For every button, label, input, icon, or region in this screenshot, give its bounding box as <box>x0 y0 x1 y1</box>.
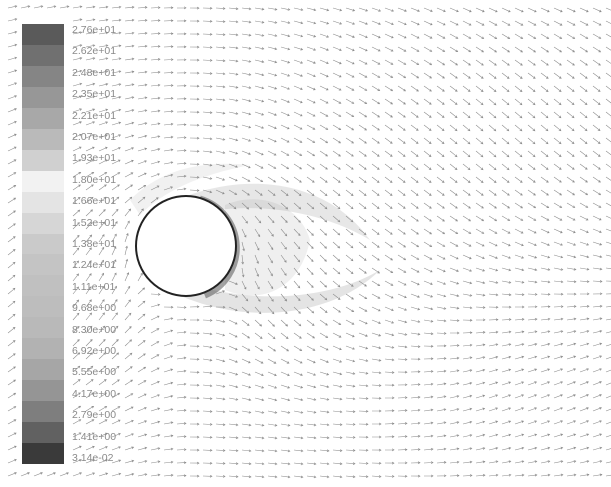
color-swatch-13 <box>22 296 64 318</box>
color-swatch-12 <box>22 275 64 297</box>
color-swatch-6 <box>22 149 64 171</box>
wake-region-1 <box>150 270 380 313</box>
scale-label-6: 1.93e+01 <box>72 152 117 165</box>
scale-label-4: 2.21e+01 <box>72 109 117 122</box>
wake-region-2 <box>225 199 310 296</box>
color-swatch-16 <box>22 359 64 381</box>
scale-label-19: 1.41e+00 <box>72 430 117 443</box>
color-swatch-17 <box>22 380 64 402</box>
color-swatch-15 <box>22 338 64 360</box>
scale-label-2: 2.48e+01 <box>72 66 117 79</box>
color-swatch-3 <box>22 86 64 108</box>
scale-label-13: 9.68e+00 <box>72 302 117 315</box>
color-swatch-0 <box>22 24 64 45</box>
cylinder-obstacle <box>135 195 237 297</box>
color-swatch-20 <box>22 443 64 465</box>
scale-label-1: 2.62e+01 <box>72 45 117 58</box>
scale-label-0: 2.76e+01 <box>72 24 117 36</box>
color-scale-bar <box>22 24 64 465</box>
scale-label-18: 2.79e+00 <box>72 409 117 422</box>
color-scale-labels: 2.76e+01 2.62e+01 2.48e+01 2.35e+01 2.21e+01… <box>72 24 162 464</box>
scale-label-12: 1.11e+01 <box>72 280 116 293</box>
scale-label-20: 3.14e-02 <box>72 452 114 464</box>
color-swatch-19 <box>22 422 64 444</box>
wake-region-3 <box>130 163 250 215</box>
color-swatch-11 <box>22 254 64 276</box>
color-swatch-10 <box>22 233 64 255</box>
color-swatch-14 <box>22 317 64 339</box>
velocity-arrows <box>7 5 611 479</box>
color-swatch-18 <box>22 401 64 423</box>
scale-label-8: 1.66e+01 <box>72 195 117 208</box>
scale-label-5: 2.07e+01 <box>72 131 117 143</box>
scale-label-17: 4.17e+00 <box>72 387 117 400</box>
scale-label-15: 6.92e+00 <box>72 345 117 357</box>
scale-label-3: 2.35e+01 <box>72 88 117 101</box>
scale-label-9: 1.52e+01 <box>72 216 117 229</box>
color-swatch-7 <box>22 170 64 192</box>
color-swatch-9 <box>22 212 64 234</box>
color-swatch-8 <box>22 191 64 213</box>
scale-label-10: 1.38e+01 <box>72 238 117 250</box>
scale-label-14: 8.30e+00 <box>72 323 117 336</box>
vector-glyphs <box>7 5 611 479</box>
scale-label-7: 1.80e+01 <box>72 173 117 186</box>
color-swatch-2 <box>22 65 64 87</box>
scale-label-11: 1.24e+01 <box>72 259 117 272</box>
color-swatch-5 <box>22 128 64 150</box>
color-swatch-4 <box>22 107 64 129</box>
color-swatch-1 <box>22 44 64 66</box>
scale-label-16: 5.55e+00 <box>72 366 117 379</box>
